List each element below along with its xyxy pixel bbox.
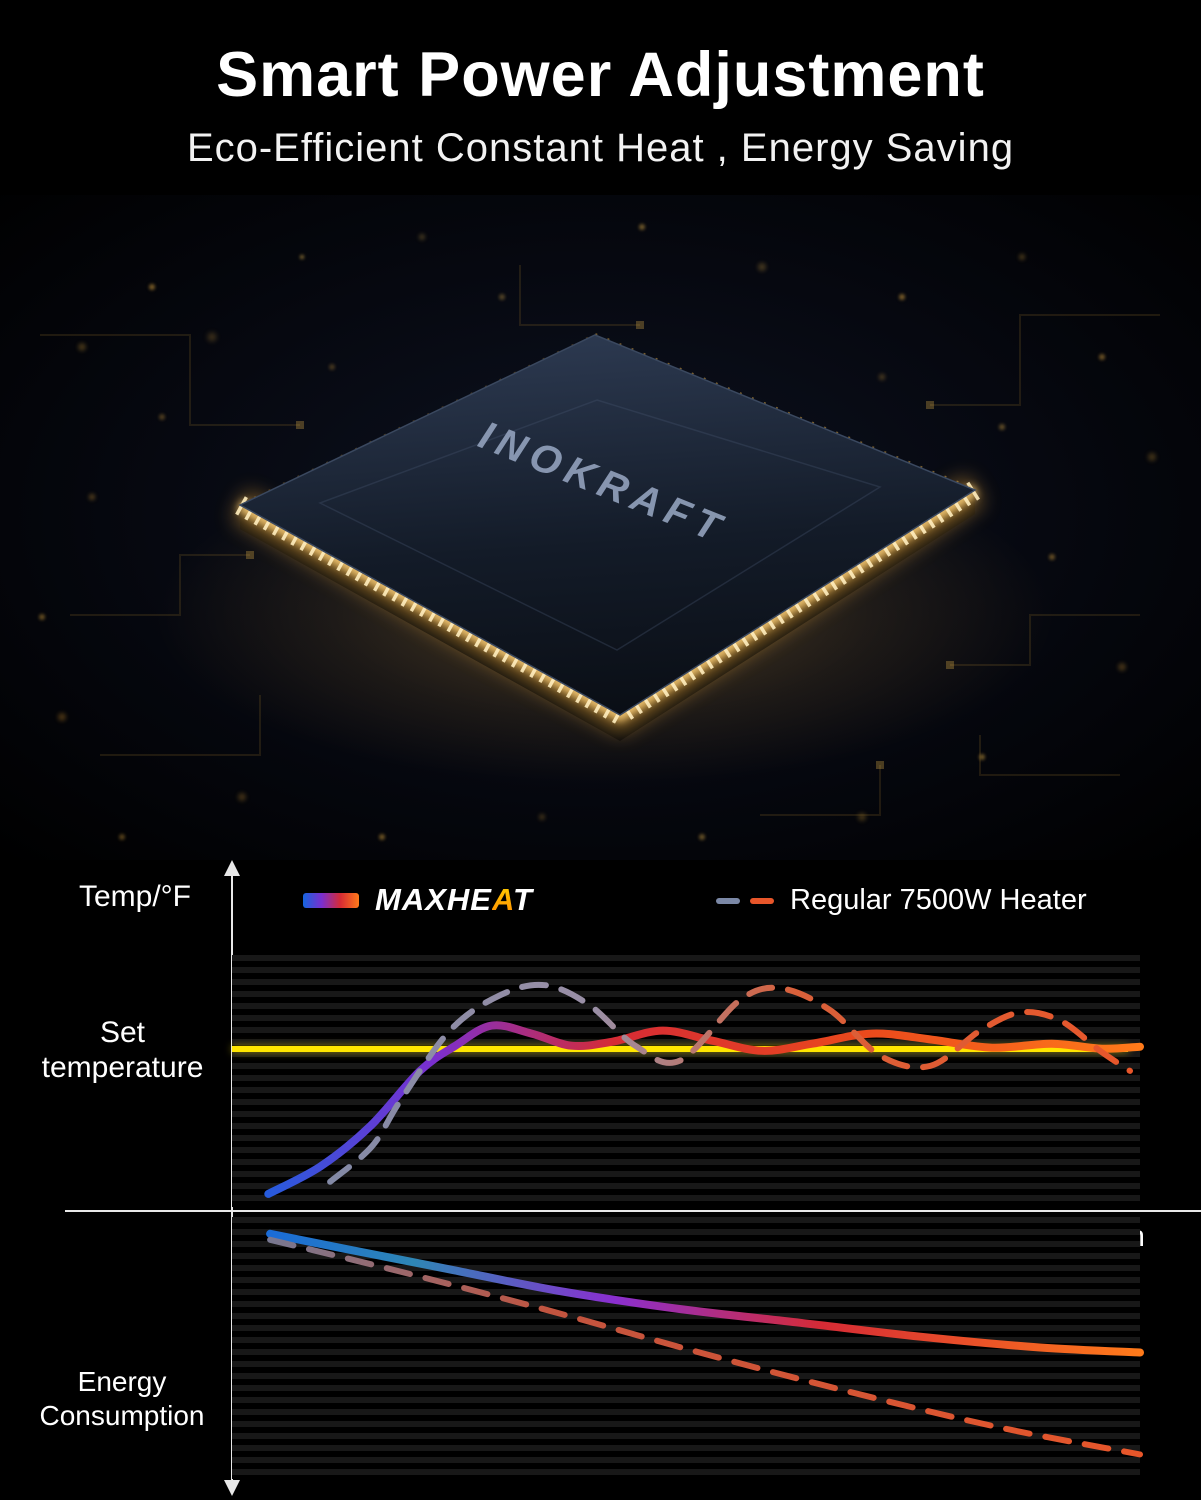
temperature-curves (264, 981, 1144, 1198)
maxheat-logo-pre: MAXHE (375, 882, 492, 917)
temperature-plot (232, 955, 1144, 1207)
regular-dash-blue (716, 897, 740, 904)
maxheat-logo-post: T (513, 882, 533, 917)
legend-maxheat: MAXHEAT (303, 882, 533, 918)
page-subtitle: Eco-Efficient Constant Heat , Energy Sav… (186, 126, 1015, 171)
energy-plot (232, 1217, 1144, 1479)
comparison-chart: Temp/°F Time/min Set temperature Energy … (0, 860, 1201, 1500)
energy-curves (266, 1229, 1144, 1458)
y-axis-arrow-down-icon (224, 1480, 240, 1496)
page-title: Smart Power Adjustment (216, 40, 985, 110)
hero-chip-image: INOKRAFT (0, 195, 1201, 860)
chip-top-face (238, 334, 977, 716)
maxheat-logo: MAXHEAT (375, 882, 533, 918)
regular-dash-swatch (716, 897, 774, 904)
y-axis-arrow-up-icon (224, 860, 240, 876)
maxheat-logo-a: A (491, 882, 514, 917)
chip-illustration: INOKRAFT (40, 265, 1160, 816)
header: Smart Power Adjustment Eco-Efficient Con… (0, 42, 1201, 171)
set-temperature-label: Set temperature (41, 1016, 204, 1084)
set-temperature-line (232, 1045, 1128, 1052)
regular-dash-orange (750, 897, 774, 904)
y-axis-label: Temp/°F (78, 880, 192, 913)
energy-consumption-label: Energy Consumption (39, 1366, 205, 1431)
x-axis-line (65, 1210, 1201, 1212)
maxheat-gradient-swatch (303, 892, 359, 908)
chip-inner-detail (318, 399, 882, 651)
regular-heater-label: Regular 7500W Heater (790, 884, 1087, 916)
legend-regular: Regular 7500W Heater (716, 884, 1087, 917)
